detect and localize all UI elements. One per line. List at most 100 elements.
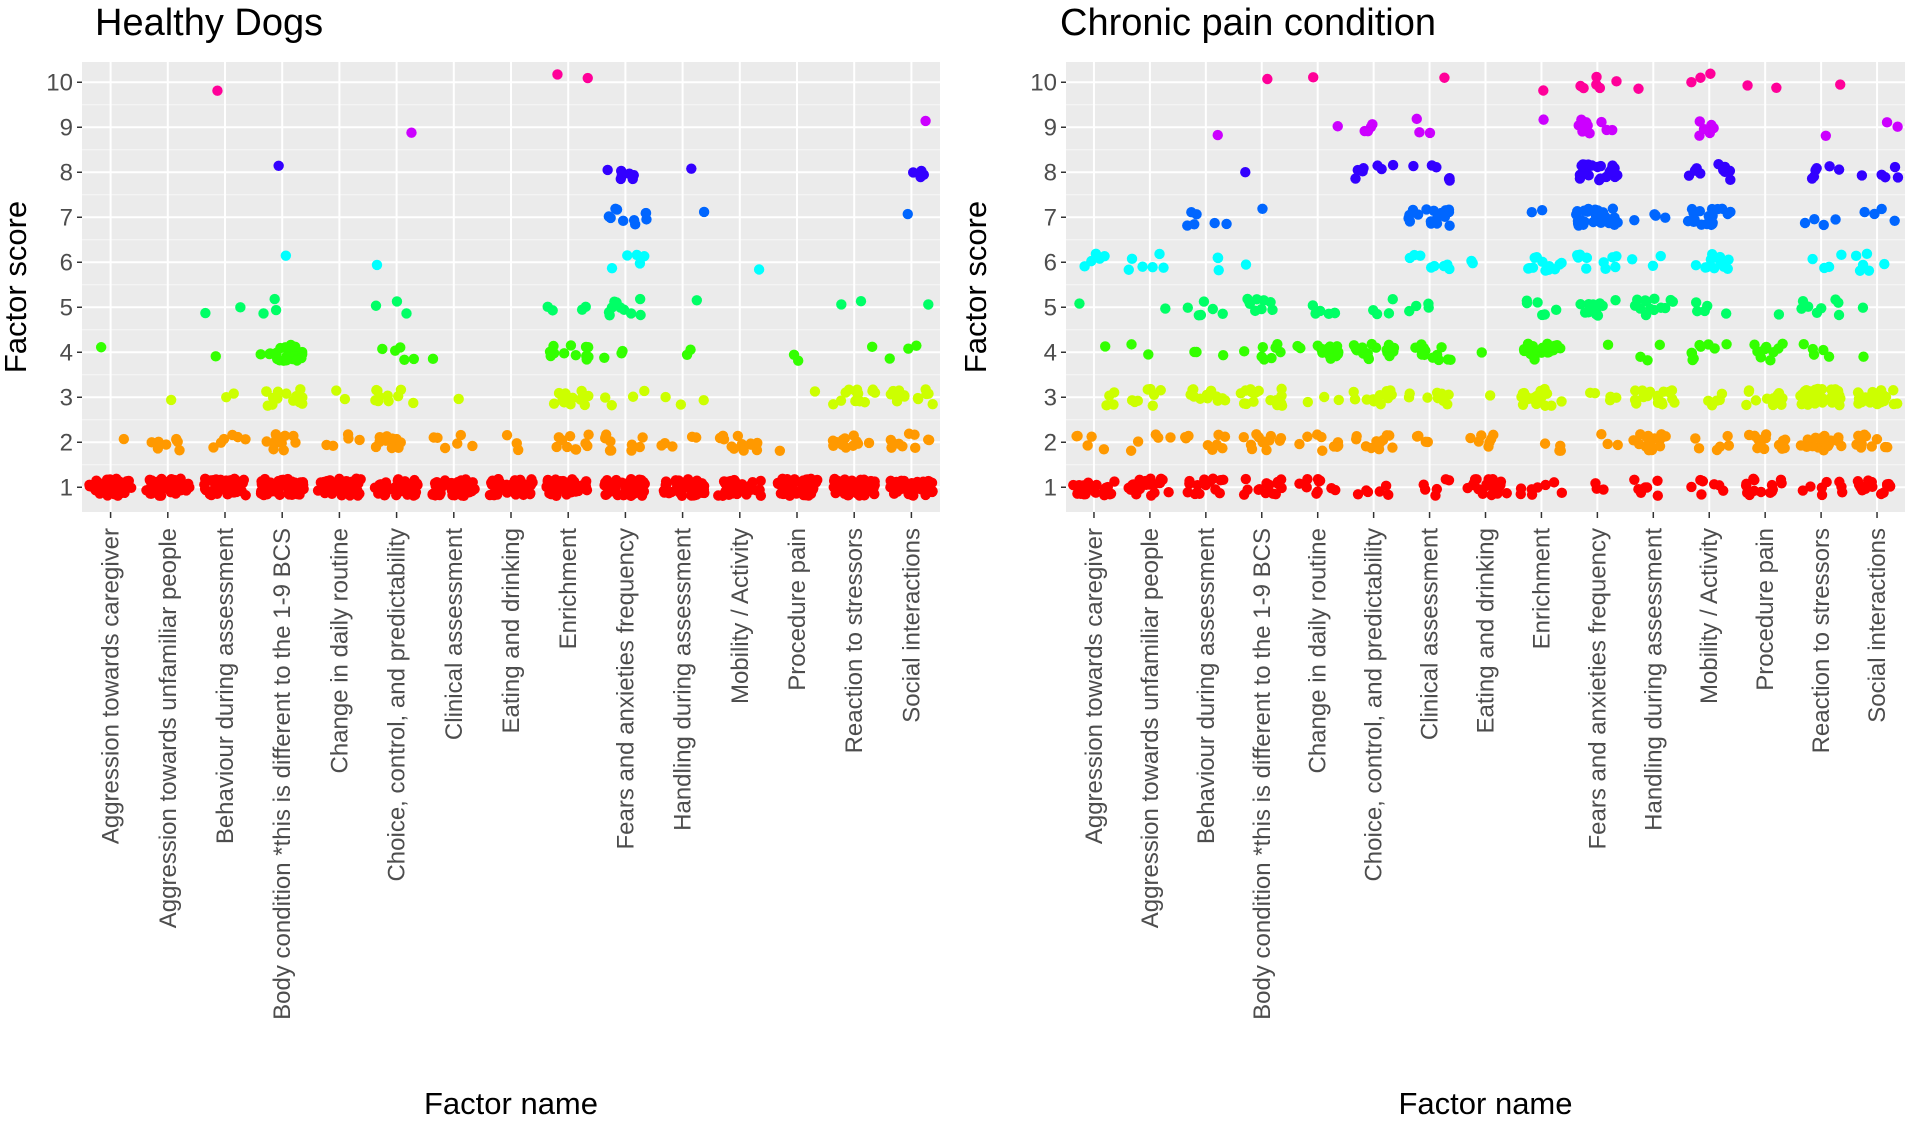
data-point (556, 435, 568, 446)
data-point (1768, 346, 1779, 358)
data-point (1210, 484, 1221, 495)
data-point (1238, 431, 1249, 443)
data-point (698, 394, 709, 406)
data-point (1878, 395, 1890, 407)
data-point (920, 115, 931, 127)
data-point (1311, 488, 1322, 499)
data-point (1374, 486, 1385, 497)
data-point (1556, 487, 1568, 499)
data-point (1859, 483, 1871, 494)
y-tick-label: 10 (46, 69, 73, 96)
data-point (1368, 304, 1379, 316)
data-point (616, 170, 627, 182)
data-point (1217, 350, 1229, 361)
data-point (1866, 441, 1877, 452)
data-point (1869, 208, 1880, 220)
data-point (408, 397, 419, 409)
data-point (1426, 160, 1438, 171)
y-tick-label: 1 (1044, 474, 1057, 501)
data-point (1723, 440, 1735, 451)
data-point (1425, 216, 1437, 227)
data-point (812, 474, 823, 486)
data-point (915, 171, 926, 183)
data-point (399, 354, 410, 365)
data-point (290, 487, 301, 498)
data-point (1261, 444, 1272, 456)
data-point (165, 394, 177, 406)
data-point (1253, 484, 1264, 496)
data-point (1749, 430, 1760, 442)
data-point (887, 437, 898, 449)
data-point (371, 259, 383, 271)
data-point (262, 400, 273, 411)
data-point (1443, 173, 1455, 185)
data-point (395, 437, 406, 448)
data-point (1307, 300, 1319, 311)
data-point (1522, 344, 1534, 355)
data-point (223, 481, 234, 492)
y-tick-label: 2 (1044, 429, 1057, 456)
x-category-label: Aggression towards unfamiliar people (155, 528, 182, 928)
data-point (1430, 490, 1441, 501)
data-point (548, 398, 560, 409)
data-point (1834, 399, 1845, 411)
data-point (830, 487, 841, 499)
data-point (696, 478, 708, 489)
data-point (199, 473, 211, 485)
data-point (1805, 481, 1816, 492)
data-point (1802, 301, 1814, 312)
data-point (865, 475, 877, 487)
data-point (926, 486, 938, 498)
data-point (1182, 302, 1194, 313)
data-point (1329, 307, 1340, 319)
data-point (1221, 218, 1232, 230)
data-point (1272, 478, 1284, 490)
data-point (866, 341, 878, 353)
data-point (1501, 488, 1512, 499)
data-point (1889, 215, 1900, 226)
data-point (446, 485, 458, 496)
data-point (1319, 391, 1330, 403)
data-point (1824, 161, 1835, 172)
data-point (525, 479, 537, 491)
data-point (838, 479, 849, 490)
y-tick-label: 4 (1044, 339, 1057, 366)
data-point (675, 399, 687, 410)
data-point (835, 395, 847, 406)
data-point (1539, 383, 1550, 395)
data-point (1383, 308, 1395, 319)
data-point (146, 437, 157, 448)
data-point (1701, 262, 1712, 273)
data-point (1720, 308, 1732, 319)
data-point (580, 480, 591, 491)
data-point (1267, 304, 1278, 316)
data-point (1352, 489, 1364, 500)
data-point (1262, 73, 1273, 85)
data-point (1295, 342, 1306, 354)
y-tick-label: 7 (1044, 204, 1057, 231)
data-point (1409, 249, 1420, 261)
data-point (628, 215, 640, 226)
data-point (790, 476, 802, 487)
data-point (290, 437, 301, 448)
data-point (372, 385, 383, 396)
data-point (1743, 385, 1755, 396)
data-point (564, 430, 576, 442)
data-point (1410, 342, 1421, 353)
data-point (456, 490, 468, 501)
data-point (281, 355, 292, 366)
data-point (95, 342, 107, 353)
y-tick-label: 8 (60, 159, 73, 186)
chart-chronic-pain: 1 2 3 4 5 6 7 8 9 10 Aggression towards caregiver A… (958, 62, 1905, 1121)
data-point (382, 390, 393, 401)
data-point (1302, 431, 1313, 442)
data-point (1404, 305, 1415, 317)
data-point (1654, 441, 1666, 452)
data-point (923, 434, 935, 446)
data-point (1473, 436, 1484, 447)
data-point (1302, 473, 1313, 485)
data-point (1556, 396, 1567, 407)
data-point (1823, 261, 1835, 273)
data-point (1761, 393, 1773, 404)
data-point (1635, 429, 1646, 440)
